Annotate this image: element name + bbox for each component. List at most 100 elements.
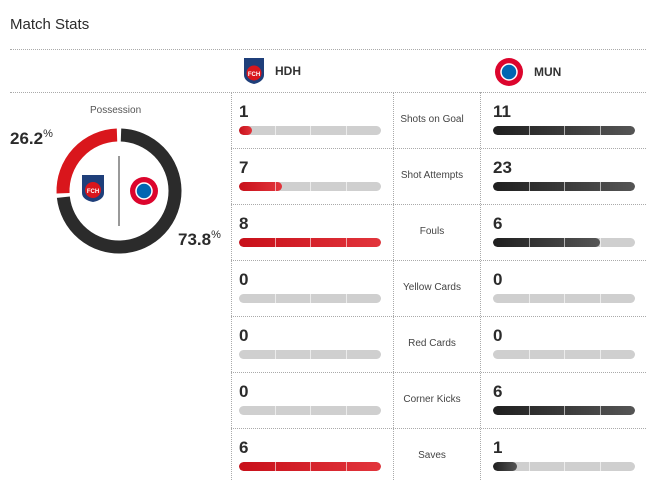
home-stat-bar — [239, 238, 381, 247]
possession-donut: FCH — [56, 128, 182, 254]
away-possession-value: 73.8 — [178, 230, 212, 249]
bar-tick — [310, 350, 311, 359]
bar-tick — [345, 462, 347, 471]
away-stat-bar — [493, 406, 635, 415]
away-stat-value: 23 — [493, 158, 512, 177]
bar-tick — [274, 294, 276, 303]
stat-row: 7 Shot Attempts 23 — [231, 148, 646, 204]
home-stat-value: 0 — [239, 326, 249, 345]
stat-row: 6 Saves 1 — [231, 428, 646, 484]
home-possession-pct: 26.2% — [10, 128, 53, 149]
stat-row: 1 Shots on Goal 11 — [231, 92, 646, 148]
home-stat-bar — [239, 462, 381, 471]
home-stat-value: 0 — [239, 382, 249, 401]
away-stat-bar — [493, 182, 635, 191]
bar-tick — [310, 182, 311, 191]
possession-label: Possession — [90, 105, 142, 116]
home-stat-bar — [239, 406, 381, 415]
bar-tick — [564, 294, 565, 303]
home-stat-value: 6 — [239, 438, 249, 457]
bar-tick — [310, 462, 311, 471]
divider — [231, 92, 232, 480]
bar-tick — [274, 462, 276, 471]
bar-tick — [274, 406, 276, 415]
bar-tick — [528, 294, 530, 303]
bar-tick — [345, 238, 347, 247]
home-stat-fill — [239, 182, 283, 191]
section-title: Match Stats — [10, 16, 90, 33]
home-team-header: FCH HDH — [243, 57, 301, 85]
away-stat-fill — [493, 462, 517, 471]
away-team-header: MUN — [494, 57, 561, 87]
bar-tick — [564, 126, 565, 135]
divider — [231, 428, 646, 429]
bar-tick — [274, 182, 276, 191]
stat-label: Saves — [418, 450, 446, 461]
divider — [480, 92, 481, 480]
bar-tick — [310, 294, 311, 303]
away-stat-value: 0 — [493, 326, 503, 345]
divider — [231, 204, 646, 205]
bar-tick — [274, 126, 276, 135]
bar-tick — [528, 462, 530, 471]
bar-tick — [599, 126, 601, 135]
bar-tick — [599, 406, 601, 415]
home-stat-bar — [239, 182, 381, 191]
bar-tick — [528, 350, 530, 359]
stat-row: 8 Fouls 6 — [231, 204, 646, 260]
away-possession-arc — [56, 128, 182, 254]
stat-label: Shot Attempts — [400, 170, 464, 181]
bar-tick — [274, 350, 276, 359]
bar-tick — [274, 238, 276, 247]
away-team-abbr: MUN — [534, 65, 562, 79]
away-stat-bar — [493, 294, 635, 303]
divider — [10, 49, 646, 50]
divider — [231, 372, 646, 373]
home-stat-value: 0 — [239, 270, 249, 289]
home-stat-value: 8 — [239, 214, 249, 233]
svg-text:FCH: FCH — [87, 189, 99, 195]
divider — [231, 316, 646, 317]
bar-tick — [345, 406, 347, 415]
home-stat-bar — [239, 294, 381, 303]
home-stat-fill — [239, 126, 252, 135]
hdh-logo-icon: FCH — [244, 58, 264, 84]
bayern-logo-icon — [495, 58, 523, 86]
bar-tick — [564, 238, 565, 247]
bar-tick — [528, 182, 530, 191]
bayern-logo-icon — [130, 177, 158, 205]
away-stat-fill — [493, 238, 600, 247]
bar-tick — [528, 126, 530, 135]
away-stat-value: 1 — [493, 438, 503, 457]
away-stat-value: 0 — [493, 270, 503, 289]
bar-tick — [528, 238, 530, 247]
bar-tick — [345, 294, 347, 303]
bar-tick — [310, 406, 311, 415]
away-possession-pct: 73.8% — [178, 229, 221, 250]
away-stat-value: 6 — [493, 382, 503, 401]
bar-tick — [599, 294, 601, 303]
bar-tick — [599, 182, 601, 191]
bar-tick — [345, 182, 347, 191]
home-stat-bar — [239, 126, 381, 135]
stat-label: Shots on Goal — [400, 114, 464, 125]
divider — [231, 260, 646, 261]
home-team-abbr: HDH — [275, 64, 301, 78]
bar-tick — [310, 126, 311, 135]
stat-label: Fouls — [419, 226, 445, 237]
pct-unit: % — [211, 229, 221, 241]
bar-tick — [310, 238, 311, 247]
away-stat-bar — [493, 238, 635, 247]
away-stat-value: 11 — [493, 102, 511, 121]
bar-tick — [345, 350, 347, 359]
pct-unit: % — [43, 128, 53, 140]
stat-row: 0 Red Cards 0 — [231, 316, 646, 372]
bar-tick — [564, 182, 565, 191]
home-stat-bar — [239, 350, 381, 359]
bar-tick — [345, 126, 347, 135]
bar-tick — [564, 462, 565, 471]
away-stat-bar — [493, 126, 635, 135]
bar-tick — [599, 462, 601, 471]
home-possession-value: 26.2 — [10, 129, 44, 148]
home-stat-value: 7 — [239, 158, 249, 177]
